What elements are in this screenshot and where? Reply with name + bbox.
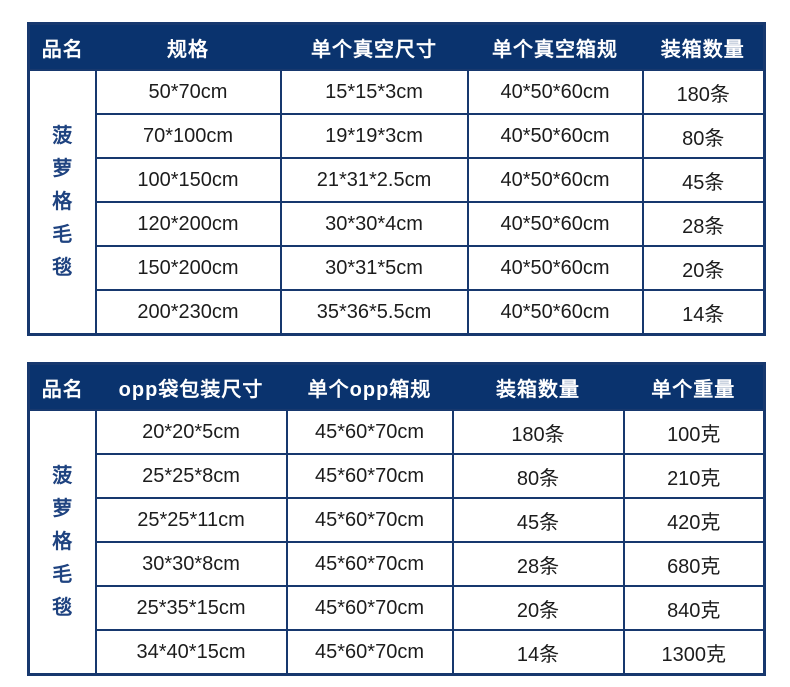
spec-cell: 40*50*60cm bbox=[466, 69, 644, 115]
column-header-2: 单个opp箱规 bbox=[286, 363, 453, 410]
table-row: 25*25*8cm 45*60*70cm 80条 210克 bbox=[29, 453, 766, 499]
spec-cell: 680克 bbox=[622, 541, 766, 587]
spec-cell: 80条 bbox=[641, 113, 766, 159]
spec-cell: 45条 bbox=[641, 157, 766, 203]
spec-cell: 45*60*70cm bbox=[285, 497, 454, 543]
spec-cell: 20条 bbox=[451, 585, 625, 631]
spec-cell: 200*230cm bbox=[94, 289, 282, 336]
spec-cell: 45条 bbox=[451, 497, 625, 543]
column-header-0: 品名 bbox=[28, 23, 96, 70]
spec-cell: 180条 bbox=[451, 409, 625, 455]
table-row: 34*40*15cm 45*60*70cm 14条 1300克 bbox=[29, 629, 766, 676]
column-header-3: 单个真空箱规 bbox=[467, 23, 643, 70]
vacuum-packing-spec-table: 品名 规格 单个真空尺寸 单个真空箱规 装箱数量菠萝格毛毯 50*70cm 15*15*3c… bbox=[27, 22, 766, 336]
spec-cell: 100克 bbox=[622, 409, 766, 455]
column-header-4: 装箱数量 bbox=[642, 23, 765, 70]
spec-cell: 28条 bbox=[641, 201, 766, 247]
spec-cell: 28条 bbox=[451, 541, 625, 587]
spec-cell: 45*60*70cm bbox=[285, 453, 454, 499]
spec-cell: 45*60*70cm bbox=[285, 629, 454, 676]
table-row: 70*100cm 19*19*3cm 40*50*60cm 80条 bbox=[29, 113, 766, 159]
column-header-0: 品名 bbox=[28, 363, 96, 410]
spec-cell: 1300克 bbox=[622, 629, 766, 676]
table-row: 菠萝格毛毯 20*20*5cm 45*60*70cm 180条 100克 bbox=[27, 409, 766, 676]
spec-cell: 34*40*15cm bbox=[94, 629, 288, 676]
spec-cell: 420克 bbox=[622, 497, 766, 543]
spec-cell: 45*60*70cm bbox=[285, 541, 454, 587]
product-name-vertical-text: 菠萝格毛毯 bbox=[52, 124, 73, 279]
spec-cell: 15*15*3cm bbox=[279, 69, 469, 115]
spec-cell: 45*60*70cm bbox=[285, 585, 454, 631]
header-row: 品名 规格 单个真空尺寸 单个真空箱规 装箱数量 bbox=[28, 23, 765, 70]
product-name-vertical-text: 菠萝格毛毯 bbox=[52, 464, 73, 619]
table-row: 25*25*11cm 45*60*70cm 45条 420克 bbox=[29, 497, 766, 543]
table-row: 25*35*15cm 45*60*70cm 20条 840克 bbox=[29, 585, 766, 631]
spec-cell: 19*19*3cm bbox=[279, 113, 469, 159]
table-row: 30*30*8cm 45*60*70cm 28条 680克 bbox=[29, 541, 766, 587]
spec-cell: 30*30*8cm bbox=[94, 541, 288, 587]
column-header-3: 装箱数量 bbox=[452, 363, 624, 410]
spec-cell: 50*70cm bbox=[94, 69, 282, 115]
spec-cell: 40*50*60cm bbox=[466, 113, 644, 159]
spec-cell: 25*25*11cm bbox=[94, 497, 288, 543]
spec-cell: 30*31*5cm bbox=[279, 245, 469, 291]
spec-cell: 40*50*60cm bbox=[466, 289, 644, 336]
spec-cell: 14条 bbox=[451, 629, 625, 676]
spec-cell: 25*35*15cm bbox=[94, 585, 288, 631]
column-header-4: 单个重量 bbox=[623, 363, 765, 410]
spec-cell: 14条 bbox=[641, 289, 766, 336]
column-header-1: 规格 bbox=[95, 23, 281, 70]
spec-cell: 20条 bbox=[641, 245, 766, 291]
spec-cell: 40*50*60cm bbox=[466, 245, 644, 291]
spec-cell: 40*50*60cm bbox=[466, 157, 644, 203]
spec-cell: 70*100cm bbox=[94, 113, 282, 159]
spec-cell: 45*60*70cm bbox=[285, 409, 454, 455]
spec-cell: 210克 bbox=[622, 453, 766, 499]
column-header-1: opp袋包装尺寸 bbox=[95, 363, 287, 410]
spec-cell: 120*200cm bbox=[94, 201, 282, 247]
spec-cell: 180条 bbox=[641, 69, 766, 115]
spec-cell: 80条 bbox=[451, 453, 625, 499]
spec-cell: 150*200cm bbox=[94, 245, 282, 291]
table-row: 150*200cm 30*31*5cm 40*50*60cm 20条 bbox=[29, 245, 766, 291]
spec-cell: 35*36*5.5cm bbox=[279, 289, 469, 336]
table-row: 100*150cm 21*31*2.5cm 40*50*60cm 45条 bbox=[29, 157, 766, 203]
table-row: 菠萝格毛毯 50*70cm 15*15*3cm 40*50*60cm 180条 bbox=[27, 69, 766, 336]
spec-cell: 40*50*60cm bbox=[466, 201, 644, 247]
spec-cell: 100*150cm bbox=[94, 157, 282, 203]
spec-cell: 25*25*8cm bbox=[94, 453, 288, 499]
product-name-cell: 菠萝格毛毯 bbox=[27, 69, 97, 336]
table-row: 120*200cm 30*30*4cm 40*50*60cm 28条 bbox=[29, 201, 766, 247]
spec-cell: 840克 bbox=[622, 585, 766, 631]
spec-cell: 20*20*5cm bbox=[94, 409, 288, 455]
spec-cell: 21*31*2.5cm bbox=[279, 157, 469, 203]
table-row: 200*230cm 35*36*5.5cm 40*50*60cm 14条 bbox=[29, 289, 766, 336]
column-header-2: 单个真空尺寸 bbox=[280, 23, 468, 70]
product-name-cell: 菠萝格毛毯 bbox=[27, 409, 97, 676]
header-row: 品名 opp袋包装尺寸 单个opp箱规 装箱数量 单个重量 bbox=[28, 363, 765, 410]
spec-cell: 30*30*4cm bbox=[279, 201, 469, 247]
opp-packing-spec-table: 品名 opp袋包装尺寸 单个opp箱规 装箱数量 单个重量 菠萝格毛毯 20*20*5cm 4… bbox=[27, 362, 766, 676]
